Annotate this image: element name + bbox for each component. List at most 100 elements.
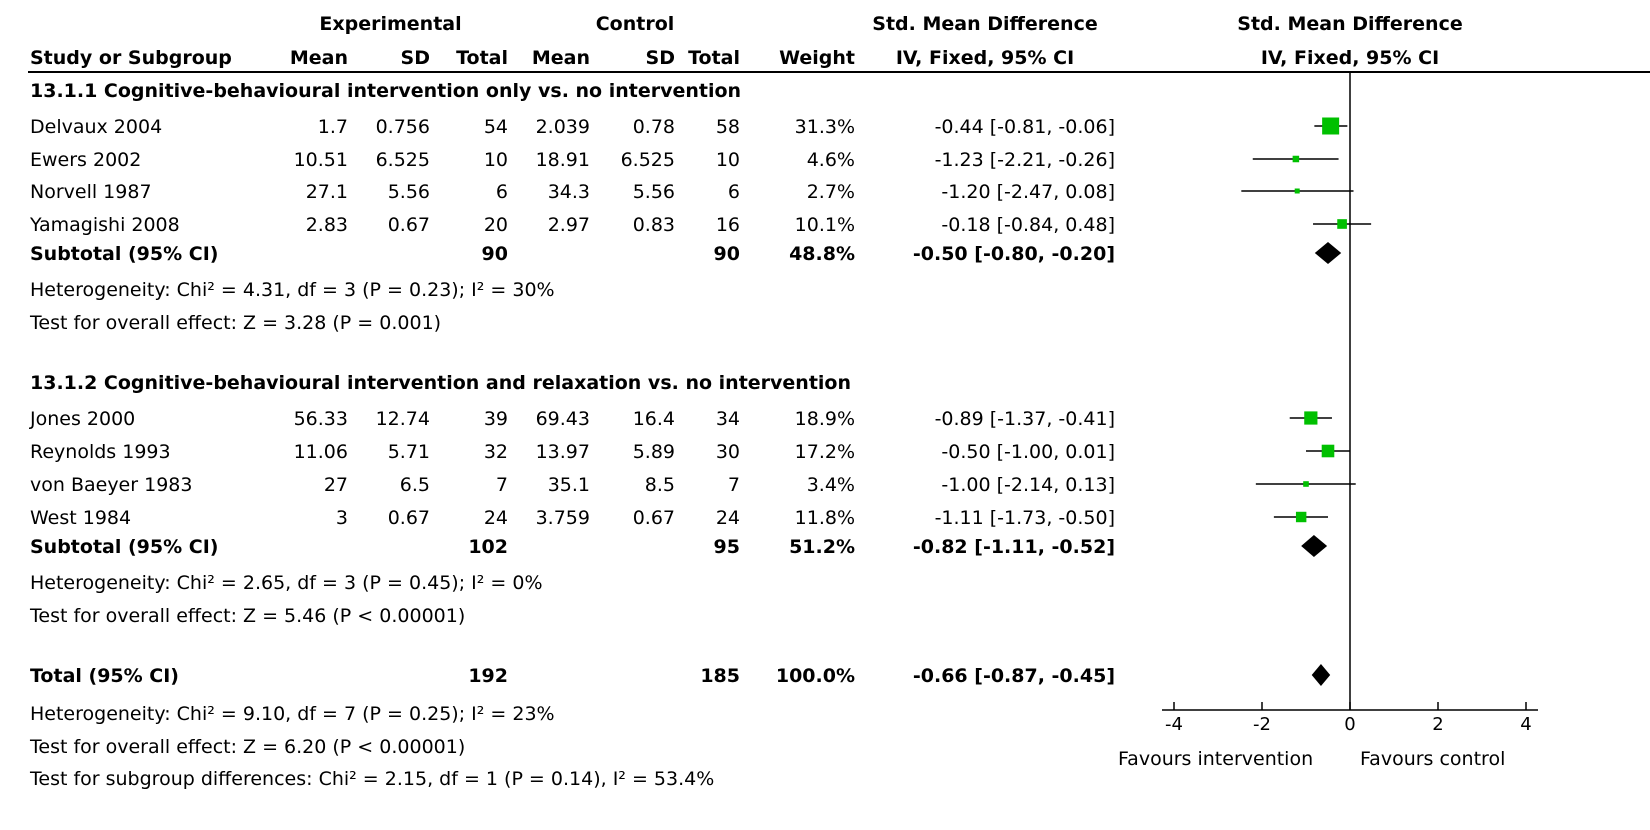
ci-text: -0.89 [-1.37, -0.41] bbox=[934, 408, 1115, 430]
ctl-mean: 69.43 bbox=[535, 408, 590, 430]
col-exp-mean: Mean bbox=[289, 47, 348, 69]
col-exp-sd: SD bbox=[400, 47, 430, 69]
ctl-total: 58 bbox=[715, 116, 740, 138]
exp-mean: 27.1 bbox=[305, 181, 348, 203]
study-name: Reynolds 1993 bbox=[30, 441, 171, 463]
total-exp-total: 192 bbox=[468, 665, 508, 687]
ctl-total: 34 bbox=[715, 408, 740, 430]
exp-mean: 3 bbox=[335, 507, 348, 529]
subtotal-ci: -0.82 [-1.11, -0.52] bbox=[912, 536, 1115, 558]
study-marker bbox=[1295, 511, 1307, 523]
exp-mean: 56.33 bbox=[293, 408, 348, 430]
group-experimental-header: Experimental bbox=[319, 13, 462, 35]
ctl-sd: 16.4 bbox=[632, 408, 675, 430]
subtotal-ci: -0.50 [-0.80, -0.20] bbox=[912, 243, 1115, 265]
smd-header-table: Std. Mean Difference bbox=[872, 13, 1098, 35]
ctl-mean: 2.97 bbox=[547, 214, 590, 236]
exp-total: 54 bbox=[483, 116, 508, 138]
weight: 18.9% bbox=[794, 408, 855, 430]
x-tick-label: -2 bbox=[1253, 714, 1271, 735]
subtotal-label: Subtotal (95% CI) bbox=[30, 243, 219, 265]
ci-text: -0.50 [-1.00, 0.01] bbox=[941, 441, 1115, 463]
col-ci: IV, Fixed, 95% CI bbox=[895, 47, 1075, 69]
ctl-sd: 6.525 bbox=[620, 149, 675, 171]
subtotal-weight: 48.8% bbox=[789, 243, 855, 265]
weight: 31.3% bbox=[794, 116, 855, 138]
study-marker bbox=[1321, 444, 1335, 458]
total-heterogeneity-text: Heterogeneity: Chi² = 9.10, df = 7 (P = … bbox=[30, 703, 555, 725]
study-name: Ewers 2002 bbox=[30, 149, 142, 171]
subtotal-weight: 51.2% bbox=[789, 536, 855, 558]
overall-effect-text: Test for overall effect: Z = 3.28 (P = 0… bbox=[30, 312, 442, 334]
subgroup-title: 13.1.1 Cognitive-behavioural interventio… bbox=[30, 80, 742, 102]
study-marker bbox=[1304, 411, 1318, 425]
study-marker bbox=[1322, 117, 1340, 135]
exp-sd: 6.5 bbox=[399, 474, 430, 496]
study-marker bbox=[1303, 481, 1309, 487]
x-tick-label: 4 bbox=[1520, 714, 1531, 735]
col-study: Study or Subgroup bbox=[30, 47, 232, 69]
ctl-total: 30 bbox=[715, 441, 740, 463]
study-name: Yamagishi 2008 bbox=[30, 214, 180, 236]
weight: 3.4% bbox=[806, 474, 855, 496]
weight: 17.2% bbox=[794, 441, 855, 463]
exp-total: 7 bbox=[495, 474, 508, 496]
exp-sd: 0.67 bbox=[387, 507, 430, 529]
ctl-mean: 18.91 bbox=[535, 149, 590, 171]
weight: 2.7% bbox=[806, 181, 855, 203]
ctl-total: 6 bbox=[727, 181, 740, 203]
study-marker bbox=[1292, 155, 1300, 163]
weight: 10.1% bbox=[794, 214, 855, 236]
exp-total: 39 bbox=[483, 408, 508, 430]
exp-sd: 0.756 bbox=[375, 116, 430, 138]
col-ctl-mean: Mean bbox=[531, 47, 590, 69]
group-control-header: Control bbox=[595, 13, 675, 35]
ctl-total: 24 bbox=[715, 507, 740, 529]
exp-sd: 5.71 bbox=[387, 441, 430, 463]
ctl-sd: 5.56 bbox=[632, 181, 675, 203]
ci-text: -0.18 [-0.84, 0.48] bbox=[941, 214, 1115, 236]
col-exp-total: Total bbox=[456, 47, 508, 69]
heterogeneity-text: Heterogeneity: Chi² = 4.31, df = 3 (P = … bbox=[30, 279, 555, 301]
exp-mean: 27 bbox=[323, 474, 348, 496]
subtotal-ctl-total: 95 bbox=[713, 536, 740, 558]
total-overall-effect-text: Test for overall effect: Z = 6.20 (P < 0… bbox=[30, 736, 466, 758]
exp-mean: 10.51 bbox=[293, 149, 348, 171]
subtotal-exp-total: 102 bbox=[468, 536, 508, 558]
study-name: Norvell 1987 bbox=[30, 181, 152, 203]
ci-text: -1.11 [-1.73, -0.50] bbox=[934, 507, 1115, 529]
total-label: Total (95% CI) bbox=[30, 665, 179, 687]
subtotal-ctl-total: 90 bbox=[713, 243, 740, 265]
col-plot-ci: IV, Fixed, 95% CI bbox=[1260, 47, 1440, 69]
heterogeneity-text: Heterogeneity: Chi² = 2.65, df = 3 (P = … bbox=[30, 572, 543, 594]
exp-sd: 12.74 bbox=[375, 408, 430, 430]
weight: 11.8% bbox=[794, 507, 855, 529]
subtotal-exp-total: 90 bbox=[481, 243, 508, 265]
x-tick-label: -4 bbox=[1165, 714, 1183, 735]
exp-mean: 1.7 bbox=[317, 116, 348, 138]
ctl-sd: 8.5 bbox=[644, 474, 675, 496]
ctl-total: 7 bbox=[727, 474, 740, 496]
exp-sd: 0.67 bbox=[387, 214, 430, 236]
ctl-sd: 0.83 bbox=[632, 214, 675, 236]
pooled-diamond bbox=[1301, 535, 1328, 557]
ctl-total: 10 bbox=[715, 149, 740, 171]
col-ctl-sd: SD bbox=[645, 47, 675, 69]
study-name: Delvaux 2004 bbox=[30, 116, 163, 138]
ctl-mean: 2.039 bbox=[535, 116, 590, 138]
ctl-mean: 3.759 bbox=[535, 507, 590, 529]
ctl-sd: 0.67 bbox=[632, 507, 675, 529]
exp-mean: 11.06 bbox=[293, 441, 348, 463]
total-ctl-total: 185 bbox=[700, 665, 740, 687]
subgroup-differences-text: Test for subgroup differences: Chi² = 2.… bbox=[30, 768, 715, 790]
exp-mean: 2.83 bbox=[305, 214, 348, 236]
exp-total: 6 bbox=[495, 181, 508, 203]
total-ci: -0.66 [-0.87, -0.45] bbox=[912, 665, 1115, 687]
ctl-sd: 5.89 bbox=[632, 441, 675, 463]
exp-total: 20 bbox=[483, 214, 508, 236]
study-marker bbox=[1337, 219, 1347, 229]
ctl-total: 16 bbox=[715, 214, 740, 236]
favours-intervention-label: Favours intervention bbox=[1118, 748, 1314, 770]
exp-total: 32 bbox=[483, 441, 508, 463]
